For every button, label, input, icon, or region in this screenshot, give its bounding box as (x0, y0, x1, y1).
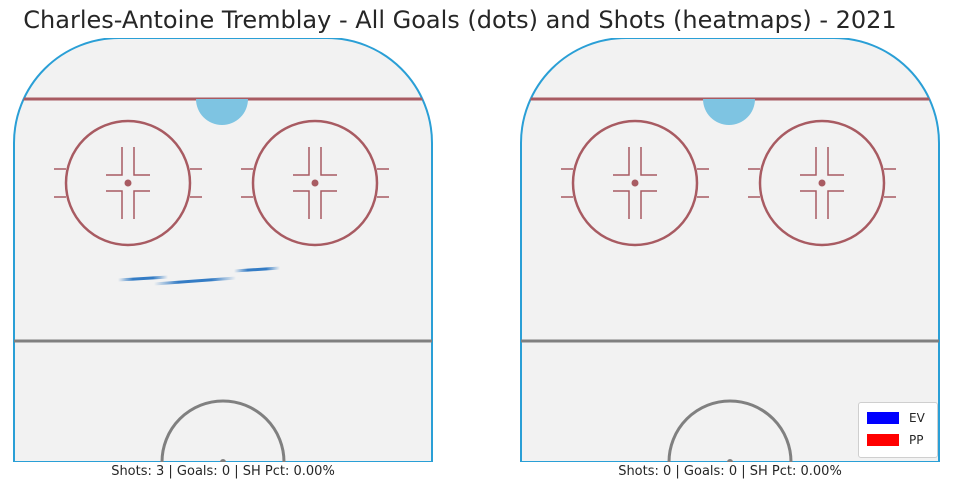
legend-swatch-pp (867, 434, 899, 446)
faceoff-circle-right (241, 119, 389, 247)
panel-caption-right: Shots: 0 | Goals: 0 | SH Pct: 0.00% (618, 464, 842, 479)
faceoff-circle-left (54, 119, 202, 247)
center-circle (160, 399, 286, 462)
center-dot (727, 459, 733, 462)
legend-label-ev: EV (909, 411, 925, 425)
legend-item-pp: PP (867, 433, 923, 447)
rink-surface (520, 38, 940, 462)
shot-heat-mark (116, 275, 170, 282)
panel-caption-left: Shots: 3 | Goals: 0 | SH Pct: 0.00% (111, 464, 335, 479)
faceoff-circle-right (748, 119, 896, 247)
center-circle (667, 399, 793, 462)
legend-swatch-ev (867, 412, 899, 424)
center-dot (220, 459, 226, 462)
rink-panel-right (520, 38, 940, 462)
rink-panel-left (13, 38, 433, 462)
shot-heat-mark (152, 276, 238, 286)
goal-crease (703, 99, 755, 125)
rink-surface (13, 38, 433, 462)
shot-heat-mark (232, 266, 282, 273)
chart-title: Charles-Antoine Tremblay - All Goals (do… (23, 6, 897, 34)
legend: EV PP (858, 402, 938, 458)
legend-label-pp: PP (909, 433, 924, 447)
legend-item-ev: EV (867, 411, 925, 425)
goal-crease (196, 99, 248, 125)
faceoff-circle-left (561, 119, 709, 247)
shot-heatmap (116, 266, 282, 286)
